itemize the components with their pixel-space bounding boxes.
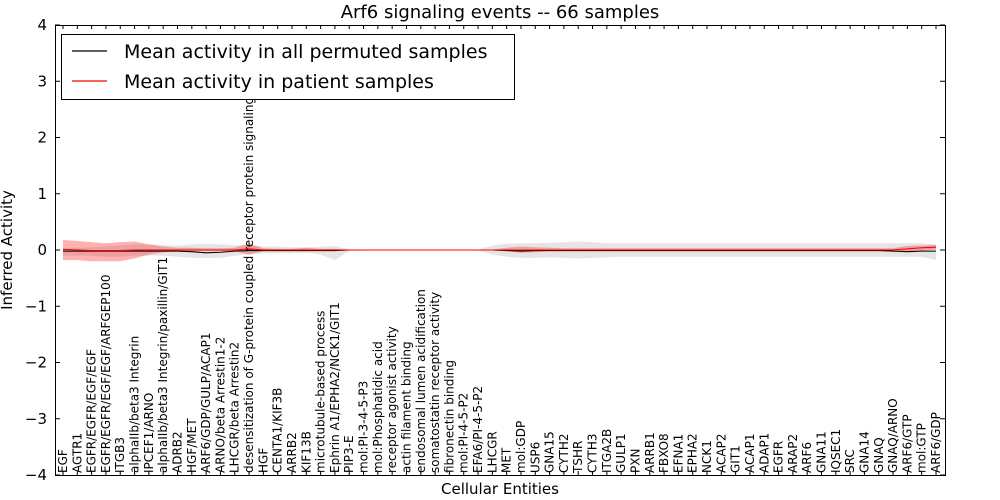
x-tick-label: MET	[500, 447, 514, 473]
x-tick-label: ITGB3	[113, 437, 127, 473]
series-lines	[62, 246, 937, 254]
band-permuted	[63, 241, 936, 261]
x-tick-label: alphaIIb/beta3 Integrin	[128, 336, 142, 473]
x-tick-label: GNAQ/ARNO	[886, 398, 900, 473]
x-tick-label: mol:Phosphatidic acid	[371, 341, 385, 473]
x-tick-label: mol:GTP	[915, 423, 929, 473]
x-tick-label: SRC	[843, 449, 857, 473]
x-tick-label: CENTA1/KIF3B	[271, 388, 285, 473]
x-tick-label: HGF/MET	[185, 418, 199, 473]
x-tick-label: LHCGR	[485, 431, 499, 473]
x-tick-label: Ephrin A1/EPHA2/NCK1/GIT1	[328, 302, 342, 473]
y-tick-label: −1	[25, 297, 47, 315]
x-tick-label: mol:PI-4-5-P2	[457, 393, 471, 473]
x-tick-label: CYTH2	[557, 434, 571, 474]
x-tick-label: PXN	[629, 449, 643, 473]
x-tick-label: GIT1	[729, 445, 743, 473]
x-tick-label: somatostatin receptor activity	[428, 292, 442, 473]
x-tick-label: ARF6	[800, 442, 814, 473]
x-tick-label: HGF	[256, 448, 270, 473]
x-tick-label: ADAP1	[757, 433, 771, 473]
x-tick-label: actin filament binding	[400, 341, 414, 473]
x-tick-label: ARNO/beta Arrestin1-2	[213, 337, 227, 473]
x-tick-label: LHCGR/beta Arrestin2	[228, 342, 242, 473]
legend: Mean activity in all permuted samples Me…	[61, 34, 515, 100]
x-tick-label: NCK1	[700, 440, 714, 473]
x-tick-label: ARRB2	[285, 432, 299, 473]
x-tick-label: KIF13B	[299, 431, 313, 473]
x-axis-label: Cellular Entities	[441, 480, 559, 498]
x-tick-label: GNA11	[815, 431, 829, 473]
legend-box	[61, 34, 515, 100]
x-tick-label: ARAP2	[786, 434, 800, 473]
x-tick-label: EGF	[56, 449, 70, 473]
x-tick-label: receptor agonist activity	[385, 326, 399, 473]
chart-title: Arf6 signaling events -- 66 samples	[341, 2, 660, 23]
x-tick-label: ADRB2	[171, 431, 185, 473]
y-tick-label: 0	[37, 241, 47, 259]
x-tick-label: AGTR1	[70, 433, 84, 473]
x-tick-label: mol:GDP	[514, 421, 528, 473]
y-axis-ticks: 4 3 2 1 0 −1 −2 −3 −4	[25, 16, 945, 484]
x-tick-label: USP6	[528, 442, 542, 473]
x-tick-label: microtubule-based process	[314, 311, 328, 473]
x-axis-ticks: EGF AGTR1 EGFR/EGFR/EGF/EGF EGFR/EGFR/EGF/E…	[56, 25, 943, 475]
x-tick-label: PIP3-E	[342, 435, 356, 473]
x-tick-label: EGFR	[772, 441, 786, 473]
legend-label-patient: Mean activity in patient samples	[124, 71, 434, 93]
x-tick-label: EGFR/EGFR/EGF/EGF	[85, 349, 99, 473]
y-tick-label: 1	[37, 185, 47, 203]
x-tick-label: ARF6/GTP	[900, 414, 914, 473]
y-tick-label: 3	[37, 72, 47, 90]
plot-frame	[55, 25, 946, 476]
x-tick-label: EFNA1	[671, 434, 685, 473]
line-patient	[62, 246, 937, 252]
y-tick-label: 2	[37, 129, 47, 147]
y-tick-label: −2	[25, 354, 47, 372]
legend-label-permuted: Mean activity in all permuted samples	[124, 41, 487, 63]
x-tick-label: alphaIIb/beta3 Integrin/paxillin/GIT1	[156, 257, 170, 473]
x-tick-label: endosomal lumen acidification	[414, 289, 428, 473]
x-tick-label: IQSEC1	[829, 429, 843, 473]
x-tick-label: EPHA2	[686, 433, 700, 473]
x-tick-label: GNAQ	[872, 437, 886, 473]
x-tick-label: EGFR/EGFR/EGF/EGF/ARFGEP100	[99, 275, 113, 473]
x-tick-label: GULP1	[614, 433, 628, 473]
y-tick-label: −3	[25, 410, 47, 428]
x-tick-label: ITGA2B	[600, 429, 614, 473]
x-tick-label: GNA15	[543, 431, 557, 473]
y-axis-label: Inferred Activity	[0, 190, 16, 310]
x-tick-label: ARF6/GDP	[929, 412, 943, 473]
x-tick-label: EFA6/PI-4-5-P2	[471, 386, 485, 473]
x-tick-label: GNA14	[857, 431, 871, 473]
x-tick-label: ARF6/GDP/GULP/ACAP1	[199, 333, 213, 473]
x-tick-label: fibronectin binding	[442, 360, 456, 473]
x-tick-label: ACAP2	[714, 434, 728, 473]
y-tick-label: −4	[25, 466, 47, 484]
y-tick-label: 4	[37, 16, 47, 34]
x-tick-label: IPCEF1/ARNO	[142, 393, 156, 473]
x-tick-label: ARRB1	[643, 432, 657, 473]
x-tick-label: desensitization of G-protein coupled rec…	[242, 42, 256, 473]
x-tick-label: FBXO8	[657, 433, 671, 473]
x-tick-label: ACAP1	[743, 434, 757, 473]
x-tick-label: mol:PI-3-4-5-P3	[357, 381, 371, 473]
x-tick-label: TSHR	[571, 441, 585, 474]
x-tick-label: CYTH3	[586, 434, 600, 474]
